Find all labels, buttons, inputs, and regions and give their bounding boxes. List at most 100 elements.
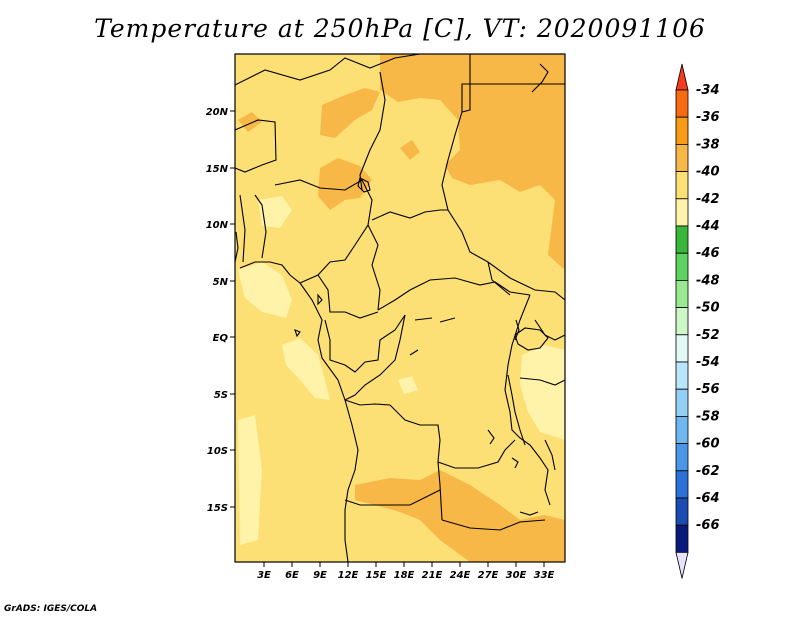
lat-axis — [230, 110, 235, 508]
warm-region-small-1 — [400, 140, 420, 160]
lake-albert — [514, 319, 520, 341]
lon-axis — [263, 562, 545, 567]
gabon-congo-border — [324, 314, 406, 373]
colorbar-swatch — [675, 470, 689, 499]
colorbar-label: -40 — [696, 165, 720, 180]
colorbar: -34 -36 -38 -40 -42 -44 -46 -48 -50 -52 -54 -56 -58 -… — [675, 63, 720, 579]
lat-label: 10S — [207, 446, 228, 457]
zambezi-lake — [511, 457, 519, 469]
angola-namibia-border — [344, 489, 441, 506]
colorbar-label: -36 — [696, 110, 720, 125]
congo-drc-border — [344, 314, 406, 401]
namibia-border — [441, 519, 546, 531]
credit-label: GrADS: IGES/COLA — [4, 604, 98, 614]
chad-car-border — [371, 209, 448, 221]
colorbar-label: -56 — [696, 382, 720, 397]
togo-border — [239, 194, 246, 263]
lake-chad — [357, 177, 371, 193]
colorbar-label: -60 — [696, 437, 720, 452]
colorbar-swatch — [675, 225, 689, 254]
island-2 — [294, 329, 301, 338]
lon-label: 12E — [338, 570, 359, 581]
benin-border — [254, 194, 267, 259]
colorbar-swatch — [675, 89, 689, 118]
colorbar-swatch — [675, 171, 689, 200]
temperature-patches — [235, 54, 565, 562]
cool-region-southwest — [238, 415, 262, 545]
lat-label: 20N — [206, 107, 229, 118]
colorbar-swatch — [675, 279, 689, 308]
map-panel — [234, 53, 566, 563]
cool-region-sea-west — [238, 262, 292, 318]
angola-zambia-border — [437, 461, 443, 521]
lon-label: 30E — [506, 570, 527, 581]
country-borders — [235, 54, 565, 562]
lon-label: 21E — [422, 570, 443, 581]
cool-region-coast — [282, 338, 330, 400]
lat-label: 5S — [214, 390, 228, 401]
colorbar-swatch — [675, 252, 689, 281]
lon-label: 15E — [366, 570, 387, 581]
cameroon-car-border — [367, 224, 381, 311]
lon-label: 24E — [450, 570, 471, 581]
island-1 — [317, 293, 323, 306]
colorbar-label: -44 — [696, 219, 720, 234]
colorbar-label: -50 — [696, 301, 720, 316]
colorbar-swatch — [675, 307, 689, 336]
car-drc-border — [377, 277, 531, 311]
colorbar-swatch — [675, 361, 689, 390]
lon-label: 6E — [285, 570, 299, 581]
cool-region-east — [520, 345, 565, 440]
colorbar-label: -54 — [696, 355, 720, 370]
drc-rivers — [409, 317, 456, 356]
lat-label: 5N — [213, 277, 229, 288]
sudan-south-border — [487, 261, 511, 296]
ghana-coast — [235, 231, 239, 263]
lat-label: 15N — [206, 164, 229, 175]
colorbar-label: -48 — [696, 273, 720, 288]
niger-chad-border — [359, 71, 386, 191]
colorbar-bottom-arrow — [675, 552, 689, 579]
colorbar-swatch — [675, 198, 689, 227]
lon-label: 33E — [534, 570, 555, 581]
colorbar-label: -64 — [696, 491, 720, 506]
colorbar-swatch — [675, 443, 689, 472]
cameroon-gabon-border — [317, 274, 379, 319]
cool-region-gabon — [258, 196, 292, 228]
colorbar-label: -38 — [696, 137, 720, 152]
lake-victoria — [514, 327, 549, 351]
warm-region-sahel — [318, 158, 372, 210]
colorbar-label: -62 — [696, 464, 720, 479]
east-africa-border — [504, 294, 551, 506]
lon-label: 3E — [257, 570, 271, 581]
colorbar-swatch — [675, 116, 689, 145]
colorbar-swatch — [675, 388, 689, 417]
lat-axis-labels: 20N 15N 10N 5N EQ 5S 10S 15S — [206, 107, 229, 514]
west-africa-border — [235, 119, 277, 173]
colorbar-swatch — [675, 334, 689, 363]
cool-region-small — [398, 376, 418, 394]
warm-region-south-band — [440, 485, 505, 540]
colorbar-swatch — [675, 524, 689, 553]
lon-label: 27E — [478, 570, 499, 581]
uganda-kenya-border — [534, 319, 565, 341]
small-lake-south — [519, 511, 539, 516]
lat-label: EQ — [213, 333, 229, 344]
colorbar-label: -46 — [696, 246, 720, 261]
colorbar-label: -58 — [696, 409, 720, 424]
colorbar-label: -42 — [696, 192, 720, 207]
colorbar-label: -52 — [696, 328, 720, 343]
lat-label: 10N — [206, 220, 229, 231]
drc-angola-border — [344, 399, 516, 469]
warm-region-northeast — [380, 54, 565, 270]
north-border-line — [235, 54, 421, 86]
lon-label: 9E — [313, 570, 327, 581]
warm-region-small-2 — [238, 112, 262, 132]
lake-malawi — [544, 439, 556, 471]
map-frame — [234, 53, 566, 563]
atlantic-coast — [299, 282, 359, 562]
colorbar-swatch — [675, 497, 689, 526]
nile-river-trace — [531, 63, 549, 93]
warm-region-north — [320, 88, 380, 138]
